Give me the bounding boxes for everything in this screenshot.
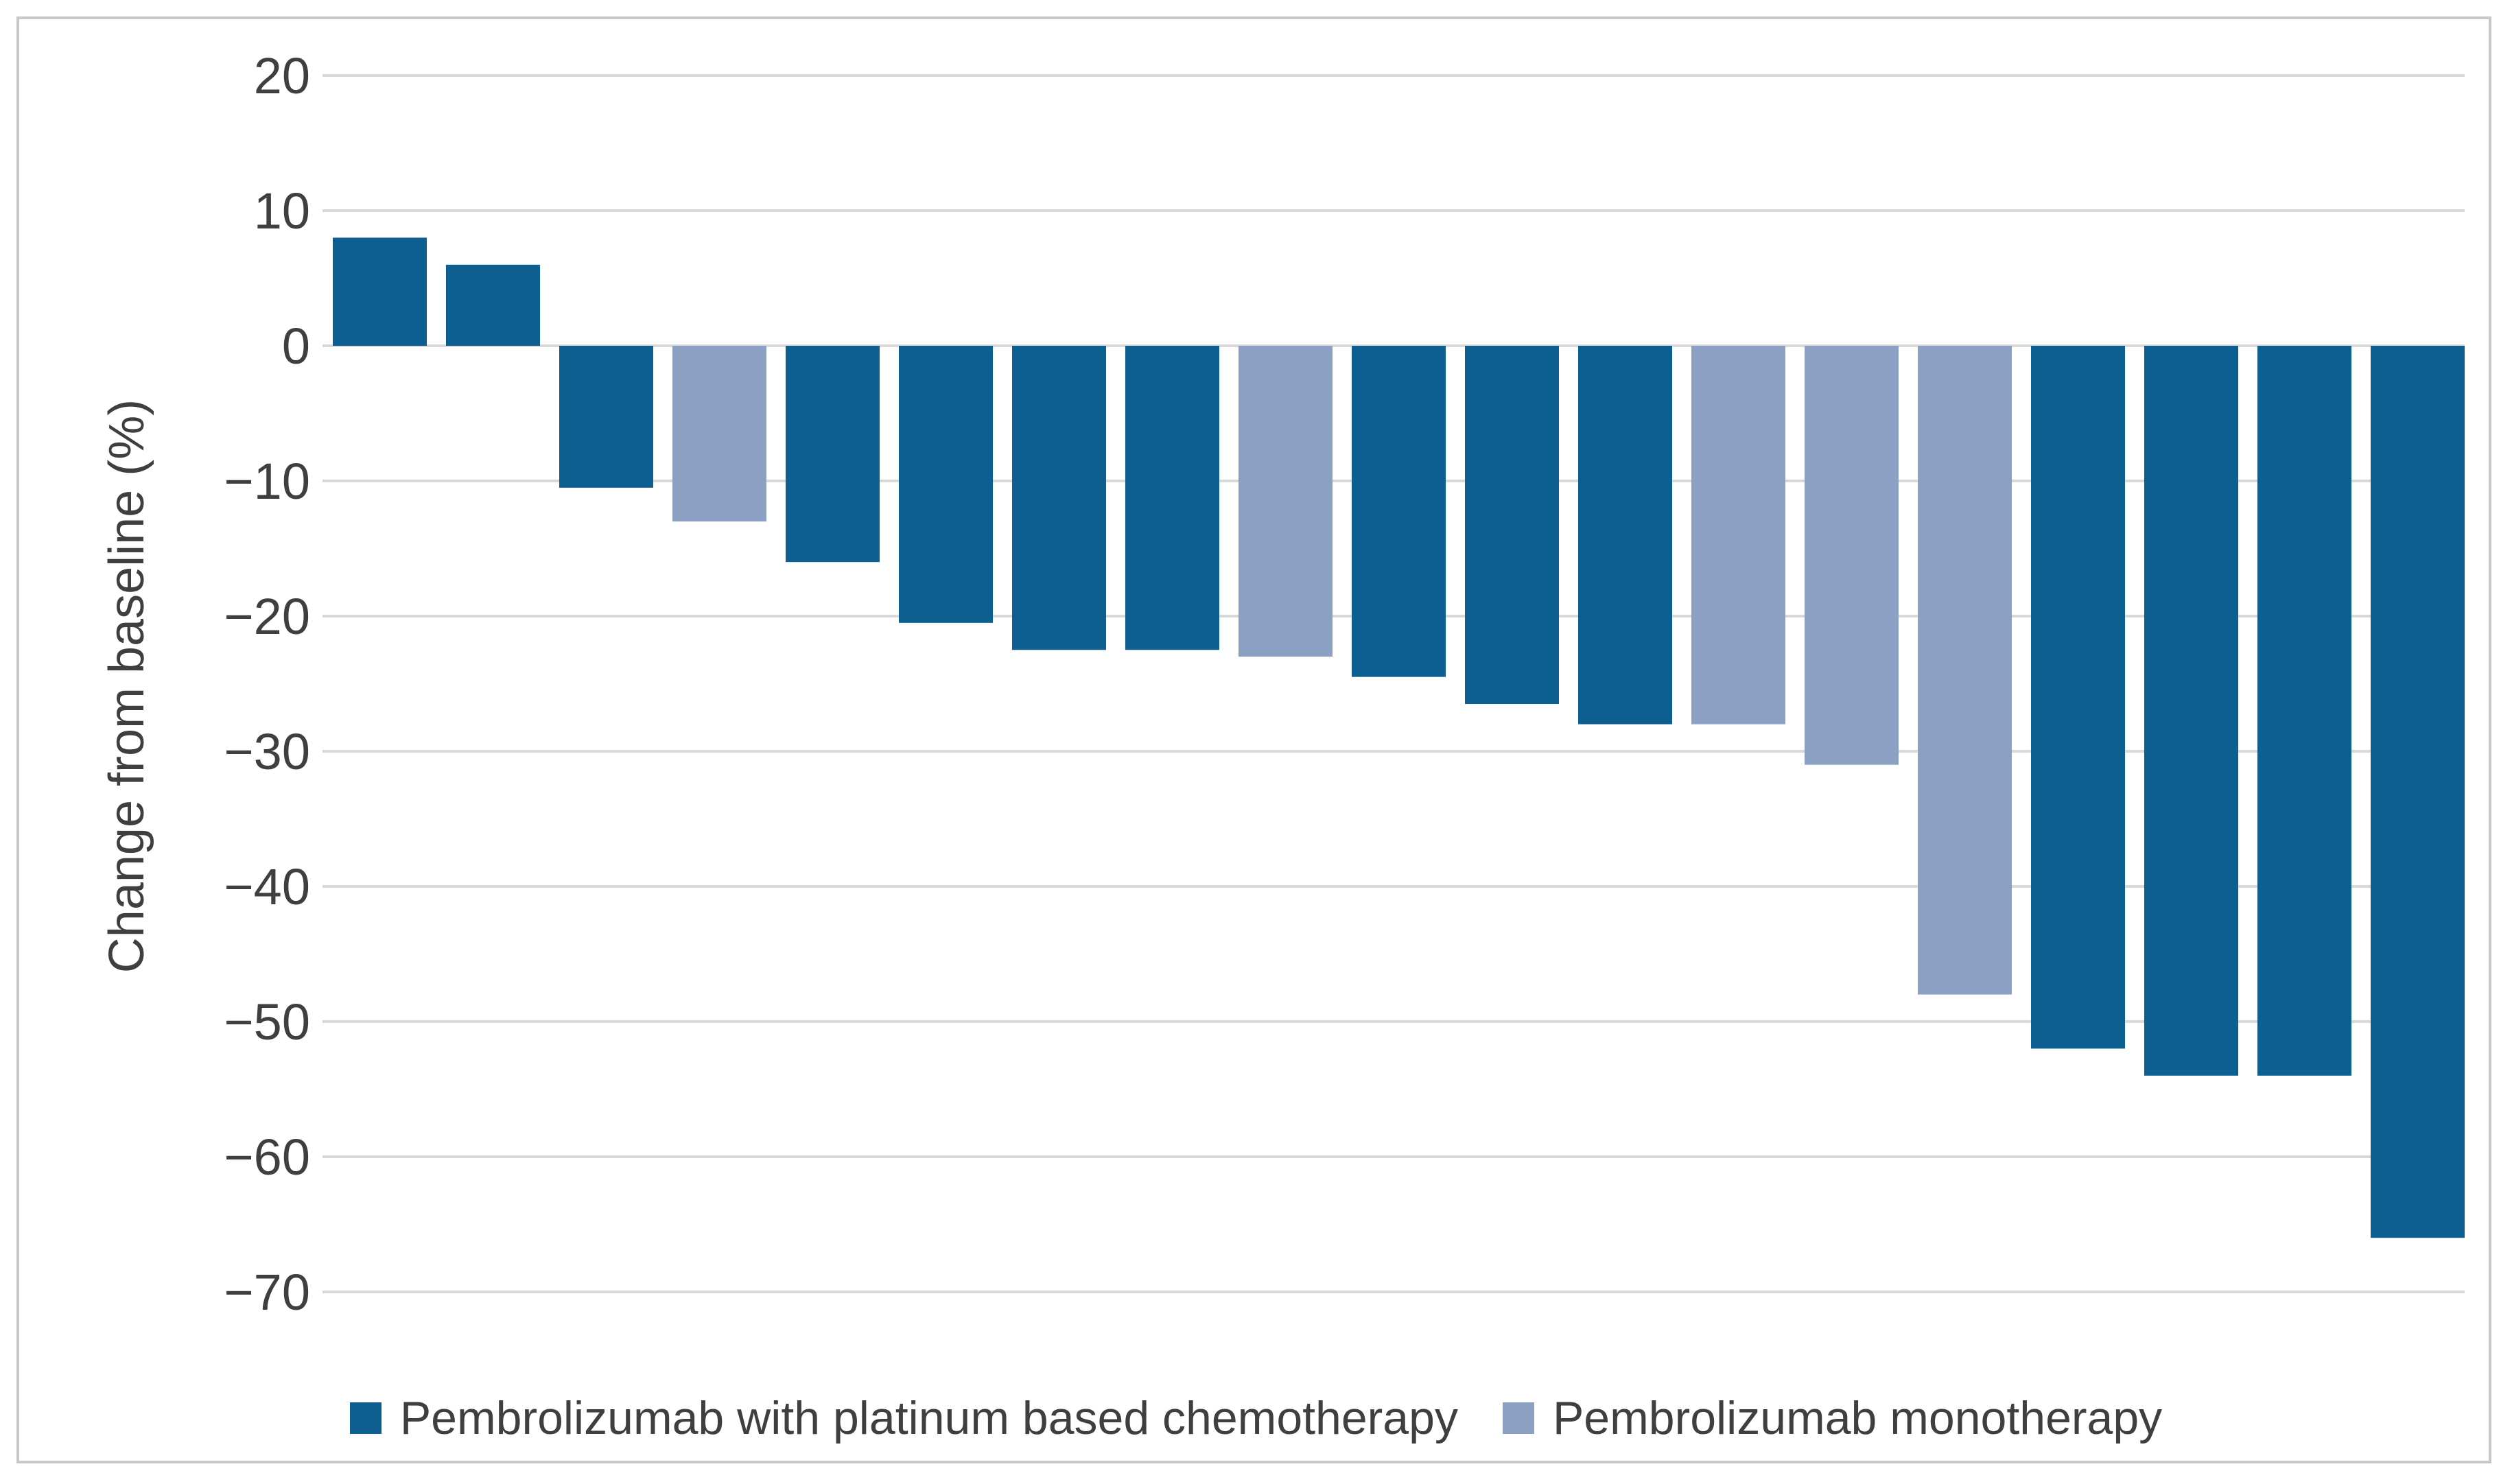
y-axis-title: Change from baseline (%) <box>99 399 154 974</box>
legend-item-monotherapy: Pembrolizumab monotherapy <box>1502 1391 2163 1445</box>
bar <box>559 346 653 488</box>
legend-label-monotherapy: Pembrolizumab monotherapy <box>1552 1392 2163 1444</box>
bar <box>1691 346 1785 725</box>
bar <box>2031 346 2125 1049</box>
bar <box>2257 346 2351 1076</box>
bar <box>1239 346 1333 657</box>
y-tick-label: −60 <box>224 1129 310 1186</box>
y-tick-label: −40 <box>224 858 310 915</box>
y-tick-label: 0 <box>282 318 310 375</box>
legend-swatch-chemotherapy-icon <box>349 1402 382 1434</box>
legend: Pembrolizumab with platinum based chemot… <box>0 1391 2512 1445</box>
y-tick-label: 10 <box>254 182 310 239</box>
y-tick-label: −20 <box>224 588 310 645</box>
y-tick-label: −70 <box>224 1264 310 1321</box>
bar <box>786 346 880 563</box>
legend-swatch-monotherapy-icon <box>1502 1402 1534 1434</box>
bar <box>333 237 427 346</box>
legend-label-chemotherapy: Pembrolizumab with platinum based chemot… <box>399 1392 1458 1444</box>
bar <box>1918 346 2012 995</box>
bar <box>1465 346 1559 705</box>
y-tick-label: −10 <box>224 453 310 510</box>
bar <box>1352 346 1446 677</box>
gridlines <box>322 74 2465 1293</box>
bars <box>333 237 2465 1238</box>
bar <box>2371 346 2465 1238</box>
y-tick-label: −50 <box>224 993 310 1050</box>
bar <box>1125 346 1219 650</box>
y-tick-label: −30 <box>224 723 310 780</box>
y-tick-labels: 20 10 0 −10 −20 −30 −40 −50 −60 −70 <box>224 47 310 1321</box>
bar <box>899 346 993 623</box>
bar <box>446 264 540 346</box>
legend-item-chemotherapy: Pembrolizumab with platinum based chemot… <box>349 1391 1458 1445</box>
bar <box>1578 346 1672 725</box>
bar <box>1012 346 1106 650</box>
bar <box>2144 346 2238 1076</box>
bar <box>1805 346 1899 765</box>
bar <box>672 346 766 522</box>
y-tick-label: 20 <box>254 47 310 104</box>
